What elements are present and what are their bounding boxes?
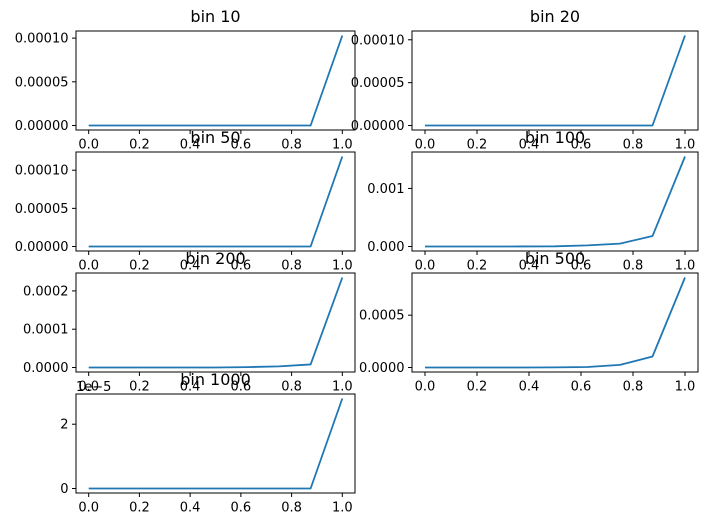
x-tick-label: 0.6 (231, 138, 252, 153)
x-tick-label: 1.0 (332, 501, 353, 516)
y-tick-label: 2 (60, 418, 68, 433)
subplot-title: bin 100 (525, 128, 585, 147)
y-tick-label: 0 (60, 482, 68, 497)
x-tick-label: 0.4 (180, 138, 201, 153)
x-tick-label: 0.8 (281, 259, 302, 274)
x-tick-label: 0.4 (180, 380, 201, 395)
x-tick-label: 0.0 (415, 380, 436, 395)
x-tick-label: 0.4 (519, 380, 540, 395)
y-tick-label: 0.001 (367, 182, 404, 197)
y-tick-label: 0.00000 (15, 119, 69, 134)
y-tick-label: 0.00005 (351, 76, 405, 91)
x-tick-label: 0.8 (623, 380, 644, 395)
subplot-title: bin 200 (185, 249, 245, 268)
y-tick-label: 0.00010 (15, 32, 69, 47)
x-tick-label: 0.8 (623, 259, 644, 274)
y-axis-offset-text: 1e−5 (76, 380, 111, 395)
x-tick-label: 0.8 (623, 138, 644, 153)
x-tick-label: 0.2 (129, 380, 150, 395)
x-tick-label: 1.0 (332, 138, 353, 153)
y-tick-label: 0.0005 (359, 309, 405, 324)
x-tick-label: 0.6 (231, 501, 252, 516)
y-tick-label: 0.000 (367, 240, 404, 255)
x-tick-label: 0.8 (281, 138, 302, 153)
y-tick-label: 0.0000 (23, 361, 69, 376)
data-line (425, 156, 686, 248)
x-tick-label: 0.6 (571, 138, 592, 153)
x-tick-label: 1.0 (675, 138, 696, 153)
x-tick-label: 0.0 (78, 501, 99, 516)
y-tick-label: 0.0001 (23, 323, 69, 338)
data-line (425, 277, 686, 369)
subplot-frame (411, 30, 699, 131)
y-tick-label: 0.00005 (15, 75, 69, 90)
y-tick-label: 0.0000 (359, 361, 405, 376)
x-tick-label: 0.2 (129, 259, 150, 274)
subplot-frame (75, 30, 356, 131)
subplot-frame (75, 272, 356, 373)
x-tick-label: 0.0 (78, 138, 99, 153)
x-tick-label: 0.6 (231, 259, 252, 274)
y-tick-label: 0.00000 (351, 119, 405, 134)
x-tick-label: 0.8 (281, 501, 302, 516)
x-tick-label: 0.6 (231, 380, 252, 395)
x-tick-label: 1.0 (675, 259, 696, 274)
x-tick-label: 0.6 (571, 380, 592, 395)
subplot-title: bin 10 (190, 7, 240, 26)
x-tick-label: 0.2 (467, 138, 488, 153)
data-line (425, 35, 686, 127)
data-line (88, 398, 344, 490)
x-tick-label: 0.2 (467, 259, 488, 274)
y-tick-label: 0.00010 (351, 33, 405, 48)
x-tick-label: 0.6 (571, 259, 592, 274)
subplot-frame (411, 272, 699, 373)
x-tick-label: 1.0 (675, 380, 696, 395)
subplot-frame (411, 151, 699, 252)
x-tick-label: 0.8 (281, 380, 302, 395)
x-tick-label: 1.0 (332, 380, 353, 395)
x-tick-label: 0.0 (78, 259, 99, 274)
subplot-frame (75, 393, 356, 494)
subplot-title: bin 50 (190, 128, 240, 147)
subplot-frame (75, 151, 356, 252)
subplot-title: bin 20 (530, 7, 580, 26)
y-tick-label: 0.00005 (15, 202, 69, 217)
x-tick-label: 0.4 (180, 501, 201, 516)
x-tick-label: 0.0 (78, 380, 99, 395)
x-tick-label: 0.4 (519, 259, 540, 274)
x-tick-label: 0.2 (129, 501, 150, 516)
subplot-title: bin 500 (525, 249, 585, 268)
x-tick-label: 0.4 (180, 259, 201, 274)
data-line (88, 35, 344, 127)
x-tick-label: 1.0 (332, 259, 353, 274)
x-tick-label: 0.4 (519, 138, 540, 153)
x-tick-label: 0.0 (415, 138, 436, 153)
y-tick-label: 0.0002 (23, 284, 69, 299)
data-line (88, 277, 344, 369)
data-line (88, 156, 344, 248)
subplot-title: bin 1000 (180, 370, 251, 389)
x-tick-label: 0.2 (467, 380, 488, 395)
y-tick-label: 0.00000 (15, 240, 69, 255)
y-tick-label: 0.00010 (15, 164, 69, 179)
x-tick-label: 0.0 (415, 259, 436, 274)
x-tick-label: 0.2 (129, 138, 150, 153)
